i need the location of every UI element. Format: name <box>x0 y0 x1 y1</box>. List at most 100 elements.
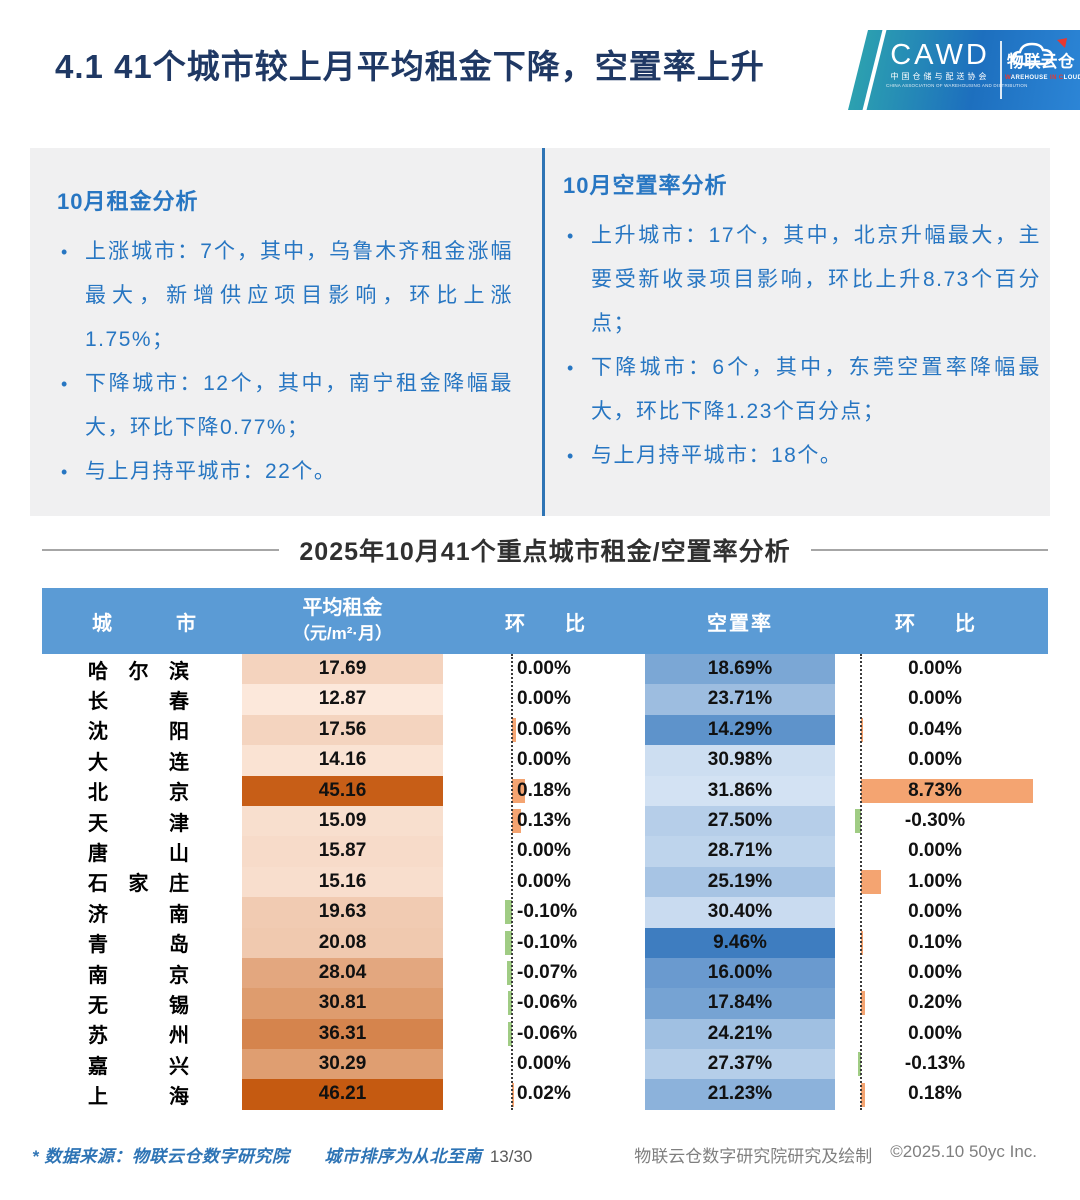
title-rule-left <box>42 549 280 551</box>
vacancy-mom-value: 0.00% <box>908 749 962 771</box>
vacancy-analysis-bullet: 上升城市：17个，其中，北京升幅最大，主要受新收录项目影响，环比上升8.73个百… <box>563 214 1041 346</box>
rent-mom-value: -0.06% <box>517 1022 578 1044</box>
city-name: 南京 <box>88 964 189 987</box>
cawd-logo: CAWD 中国仓储与配送协会 CHINA ASSOCIATION OF WARE… <box>886 39 1028 89</box>
table-row: 哈尔滨 17.69 0.00% 18.69% 0.00% <box>42 654 1048 685</box>
vacancy-value-cell: 16.00% <box>645 957 835 989</box>
logo-banner: CAWD 中国仓储与配送协会 CHINA ASSOCIATION OF WARE… <box>848 30 1080 110</box>
table-row: 沈阳 17.56 0.06% 14.29% 0.04% <box>42 714 1048 746</box>
rent-value-cell: 15.16 <box>242 866 443 898</box>
vacancy-mom-bar <box>861 1082 865 1107</box>
rent-mom-value: 0.00% <box>517 749 571 771</box>
rent-mom-bar <box>512 778 525 803</box>
vacancy-mom-bar <box>861 717 863 742</box>
credit-text: 物联云仓数字研究院研究及绘制 <box>634 1147 873 1166</box>
vacancy-value-cell: 9.46% <box>645 927 835 958</box>
vacancy-value-cell: 31.86% <box>645 775 835 806</box>
copyright-text: ©2025.10 50yc Inc. <box>890 1142 1037 1161</box>
table-title-row: 2025年10月41个重点城市租金/空置率分析 <box>42 532 1048 568</box>
rent-value-cell: 45.16 <box>242 775 443 806</box>
vacancy-value-cell: 21.23% <box>645 1079 835 1110</box>
vacancy-value-cell: 23.71% <box>645 684 835 715</box>
table-row: 长春 12.87 0.00% 23.71% 0.00% <box>42 684 1048 715</box>
rent-mom-value: -0.07% <box>517 961 578 983</box>
city-name: 沈阳 <box>88 721 189 744</box>
table-body: 哈尔滨 17.69 0.00% 18.69% 0.00% 长春 12.87 0.… <box>42 654 1048 1110</box>
table-header: 城市 平均租金 （元/m²·月） 环比 空置率 环比 <box>42 588 1048 654</box>
vacancy-mom-bar <box>861 778 1033 803</box>
rent-mom-value: 0.02% <box>517 1083 571 1105</box>
rent-mom-value: 0.00% <box>517 688 571 710</box>
table-title: 2025年10月41个重点城市租金/空置率分析 <box>299 538 791 566</box>
vacancy-mom-bar <box>855 809 861 834</box>
header-city: 城市 <box>92 612 196 635</box>
vacancy-mom-value: 0.10% <box>908 931 962 953</box>
vacancy-value-cell: 17.84% <box>645 988 835 1019</box>
data-source-note: * 数据来源：物联云仓数字研究院 城市排序为从北至南 <box>32 1147 482 1166</box>
rent-mom-bar <box>512 717 517 742</box>
rent-mom-value: 0.06% <box>517 718 571 740</box>
table-row: 北京 45.16 0.18% 31.86% 8.73% <box>42 775 1048 806</box>
rent-mom-value: 0.00% <box>517 840 571 862</box>
vacancy-value-cell: 24.21% <box>645 1018 835 1050</box>
city-name: 无锡 <box>88 994 189 1017</box>
vacancy-mom-value: 0.00% <box>908 658 962 679</box>
rent-mom-value: 0.00% <box>517 658 571 679</box>
vacancy-value-cell: 27.50% <box>645 805 835 837</box>
city-name: 天津 <box>88 812 189 835</box>
brand-logo: 物联云仓 WAREHOUSE IN CLOUD <box>1005 38 1080 81</box>
vacancy-analysis-panel: 10月空置率分析 上升城市：17个，其中，北京升幅最大，主要受新收录项目影响，环… <box>563 168 1041 478</box>
rent-value-cell: 12.87 <box>242 684 443 715</box>
city-name: 北京 <box>88 782 189 805</box>
footer-left: * 数据来源：物联云仓数字研究院 城市排序为从北至南 13/30 <box>32 1142 532 1167</box>
footer-right: 物联云仓数字研究院研究及绘制 ©2025.10 50yc Inc. <box>634 1142 1037 1167</box>
rent-mom-value: 0.00% <box>517 870 571 892</box>
header-vacancy: 空置率 <box>707 612 773 635</box>
rent-value-cell: 14.16 <box>242 745 443 776</box>
cloud-icon <box>1011 38 1067 66</box>
table-row: 南京 28.04 -0.07% 16.00% 0.00% <box>42 957 1048 989</box>
table-row: 天津 15.09 0.13% 27.50% -0.30% <box>42 805 1048 837</box>
rent-value-cell: 46.21 <box>242 1079 443 1110</box>
cawd-english-name: CHINA ASSOCIATION OF WAREHOUSING AND DIS… <box>886 83 1028 88</box>
analysis-section: 10月租金分析 上涨城市：7个，其中，乌鲁木齐租金涨幅最大，新增供应项目影响，环… <box>30 148 1050 516</box>
brand-wordmark: 物联云仓 <box>1007 53 1075 71</box>
vacancy-mom-bar <box>861 869 881 894</box>
city-name: 石家庄 <box>88 873 189 896</box>
rent-analysis-bullet: 下降城市：12个，其中，南宁租金降幅最大，环比下降0.77%； <box>57 362 513 450</box>
table-row: 青岛 20.08 -0.10% 9.46% 0.10% <box>42 927 1048 958</box>
vacancy-mom-value: 0.18% <box>908 1083 962 1105</box>
rent-mom-bar <box>504 900 512 925</box>
vacancy-value-cell: 27.37% <box>645 1049 835 1080</box>
rent-value-cell: 36.31 <box>242 1018 443 1050</box>
header-rent-mom: 环比 <box>505 612 585 635</box>
vacancy-value-cell: 30.98% <box>645 745 835 776</box>
vacancy-mom-bar <box>861 991 865 1016</box>
table-row: 石家庄 15.16 0.00% 25.19% 1.00% <box>42 866 1048 898</box>
table-row: 嘉兴 30.29 0.00% 27.37% -0.13% <box>42 1049 1048 1080</box>
vacancy-value-cell: 30.40% <box>645 897 835 928</box>
rent-mom-value: -0.06% <box>517 992 578 1014</box>
vacancy-mom-value: 0.20% <box>908 992 962 1014</box>
city-name: 青岛 <box>88 934 189 957</box>
city-name: 哈尔滨 <box>88 660 189 683</box>
cawd-wordmark: CAWD <box>890 39 990 71</box>
city-name: 济南 <box>88 903 189 926</box>
vacancy-analysis-bullet: 与上月持平城市：18个。 <box>563 434 1041 478</box>
panel-divider <box>542 148 545 516</box>
cawd-chinese-name: 中国仓储与配送协会 <box>890 72 990 81</box>
vacancy-value-cell: 14.29% <box>645 714 835 746</box>
rent-value-cell: 19.63 <box>242 897 443 928</box>
rent-value-cell: 20.08 <box>242 927 443 958</box>
city-name: 苏州 <box>88 1025 189 1048</box>
city-data-table: 城市 平均租金 （元/m²·月） 环比 空置率 环比 哈尔滨 17.69 0.0… <box>42 588 1048 1110</box>
city-name: 长春 <box>88 691 189 714</box>
rent-value-cell: 17.56 <box>242 714 443 746</box>
rent-analysis-bullet: 与上月持平城市：22个。 <box>57 450 513 494</box>
red-arrow-icon <box>1057 38 1067 48</box>
rent-mom-bar <box>506 961 512 986</box>
table-row: 大连 14.16 0.00% 30.98% 0.00% <box>42 745 1048 776</box>
rent-mom-bar <box>512 1082 514 1107</box>
logo-slash-decoration <box>860 30 888 110</box>
